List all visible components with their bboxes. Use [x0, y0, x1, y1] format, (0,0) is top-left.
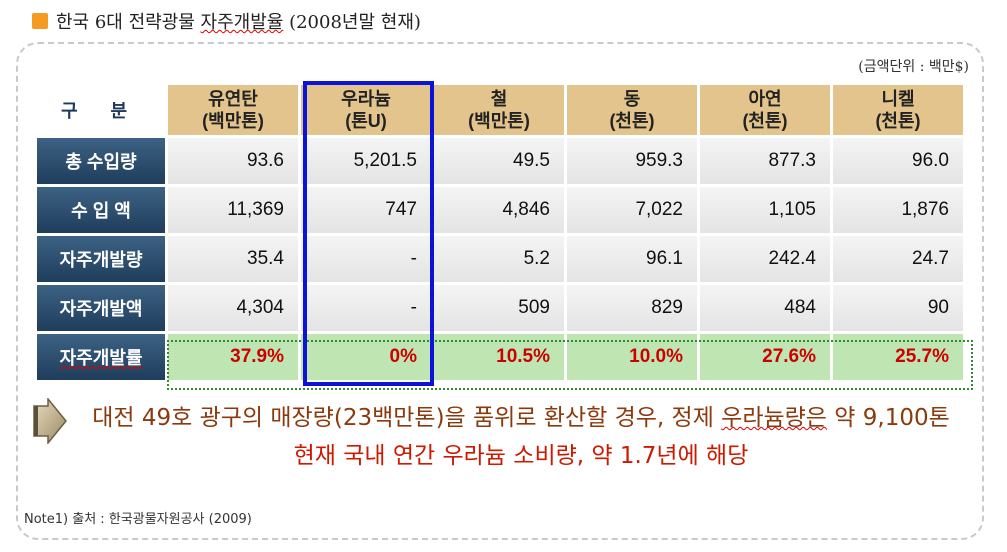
column-header: 아연 (천톤) [700, 85, 830, 135]
column-unit: (천톤) [875, 111, 921, 131]
table-cell: 10.0% [567, 334, 697, 380]
message-line-2: 현재 국내 연간 우라늄 소비량, 약 1.7년에 해당 [293, 443, 749, 469]
header-row: 구 분 유연탄 (백만톤) 우라늄 (톤U) 철 (백만톤) 동 (천톤) 아연 (천톤)… [37, 85, 963, 135]
column-name: 우라늄 [341, 89, 391, 109]
table-cell: 5,201.5 [301, 138, 431, 184]
table-cell: 93.6 [168, 138, 298, 184]
table-cell: 0% [301, 334, 431, 380]
orange-square-icon [32, 13, 48, 29]
message-block: 대전 49호 광구의 매장량(23백만톤)을 품위로 환산할 경우, 정제 우라… [76, 402, 966, 472]
table-row: 자주개발액 4,304 - 509 829 484 90 [37, 285, 963, 331]
table-cell: - [301, 236, 431, 282]
row-label: 총 수입량 [37, 138, 165, 184]
row-label: 자주개발량 [37, 236, 165, 282]
table-cell: 27.6% [700, 334, 830, 380]
table-row: 자주개발량 35.4 - 5.2 96.1 242.4 24.7 [37, 236, 963, 282]
message-line-1: 대전 49호 광구의 매장량(23백만톤)을 품위로 환산할 경우, 정제 우라… [76, 402, 966, 434]
table-cell: 1,105 [700, 187, 830, 233]
table-cell: 90 [833, 285, 963, 331]
title-prefix: 한국 6대 전략광물 [56, 12, 201, 33]
table-cell: 96.0 [833, 138, 963, 184]
column-header: 철 (백만톤) [434, 85, 564, 135]
table-cell: 877.3 [700, 138, 830, 184]
table-cell: 747 [301, 187, 431, 233]
content-frame [16, 42, 984, 540]
column-header: 동 (천톤) [567, 85, 697, 135]
corner-label: 구 분 [37, 85, 165, 135]
column-header: 유연탄 (백만톤) [168, 85, 298, 135]
table-cell: 4,304 [168, 285, 298, 331]
table-cell: 49.5 [434, 138, 564, 184]
table-cell: 7,022 [567, 187, 697, 233]
table-cell: 484 [700, 285, 830, 331]
column-unit: (톤U) [345, 111, 387, 131]
table-row: 총 수입량 93.6 5,201.5 49.5 959.3 877.3 96.0 [37, 138, 963, 184]
column-name: 철 [490, 89, 508, 109]
table-cell: 25.7% [833, 334, 963, 380]
title-underlined: 자주개발율 [200, 12, 284, 33]
message-line-1-prefix: 대전 49호 광구의 매장량(23백만톤)을 품위로 환산할 경우, 정제 [92, 405, 722, 431]
column-name: 니켈 [881, 89, 915, 109]
column-name: 동 [623, 89, 641, 109]
row-label: 수 입 액 [37, 187, 165, 233]
column-name: 아연 [748, 89, 782, 109]
row-label: 자주개발률 [37, 334, 165, 380]
table-cell: 1,876 [833, 187, 963, 233]
column-unit: (천톤) [742, 111, 788, 131]
column-header: 니켈 (천톤) [833, 85, 963, 135]
table-cell: 35.4 [168, 236, 298, 282]
table-row-highlight: 자주개발률 37.9% 0% 10.5% 10.0% 27.6% 25.7% [37, 334, 963, 380]
source-note: Note1) 출처 : 한국광물자원공사 (2009) [24, 512, 252, 527]
column-unit: (백만톤) [468, 111, 530, 131]
table-cell: 37.9% [168, 334, 298, 380]
column-unit: (천톤) [609, 111, 655, 131]
table-cell: 509 [434, 285, 564, 331]
title-bar: 한국 6대 전략광물 자주개발율 (2008년말 현재) [32, 8, 421, 34]
table-cell: 242.4 [700, 236, 830, 282]
table-cell: - [301, 285, 431, 331]
table-cell: 96.1 [567, 236, 697, 282]
table-cell: 4,846 [434, 187, 564, 233]
data-table: 구 분 유연탄 (백만톤) 우라늄 (톤U) 철 (백만톤) 동 (천톤) 아연 (천톤)… [34, 82, 966, 383]
title-suffix: (2008년말 현재) [283, 12, 421, 33]
page-title: 한국 6대 전략광물 자주개발율 (2008년말 현재) [56, 8, 421, 34]
message-line-1-underlined: 우라늄량은 [721, 405, 827, 431]
table-cell: 959.3 [567, 138, 697, 184]
column-name: 유연탄 [208, 89, 258, 109]
column-header: 우라늄 (톤U) [301, 85, 431, 135]
table-cell: 10.5% [434, 334, 564, 380]
row-label: 자주개발액 [37, 285, 165, 331]
table-cell: 829 [567, 285, 697, 331]
column-unit: (백만톤) [202, 111, 264, 131]
message-line-1-suffix: 약 9,100톤 [826, 405, 950, 431]
table-row: 수 입 액 11,369 747 4,846 7,022 1,105 1,876 [37, 187, 963, 233]
table-cell: 24.7 [833, 236, 963, 282]
table-cell: 5.2 [434, 236, 564, 282]
table-cell: 11,369 [168, 187, 298, 233]
unit-note: (금액단위 : 백만$) [858, 59, 969, 75]
arrow-right-icon [33, 398, 67, 444]
